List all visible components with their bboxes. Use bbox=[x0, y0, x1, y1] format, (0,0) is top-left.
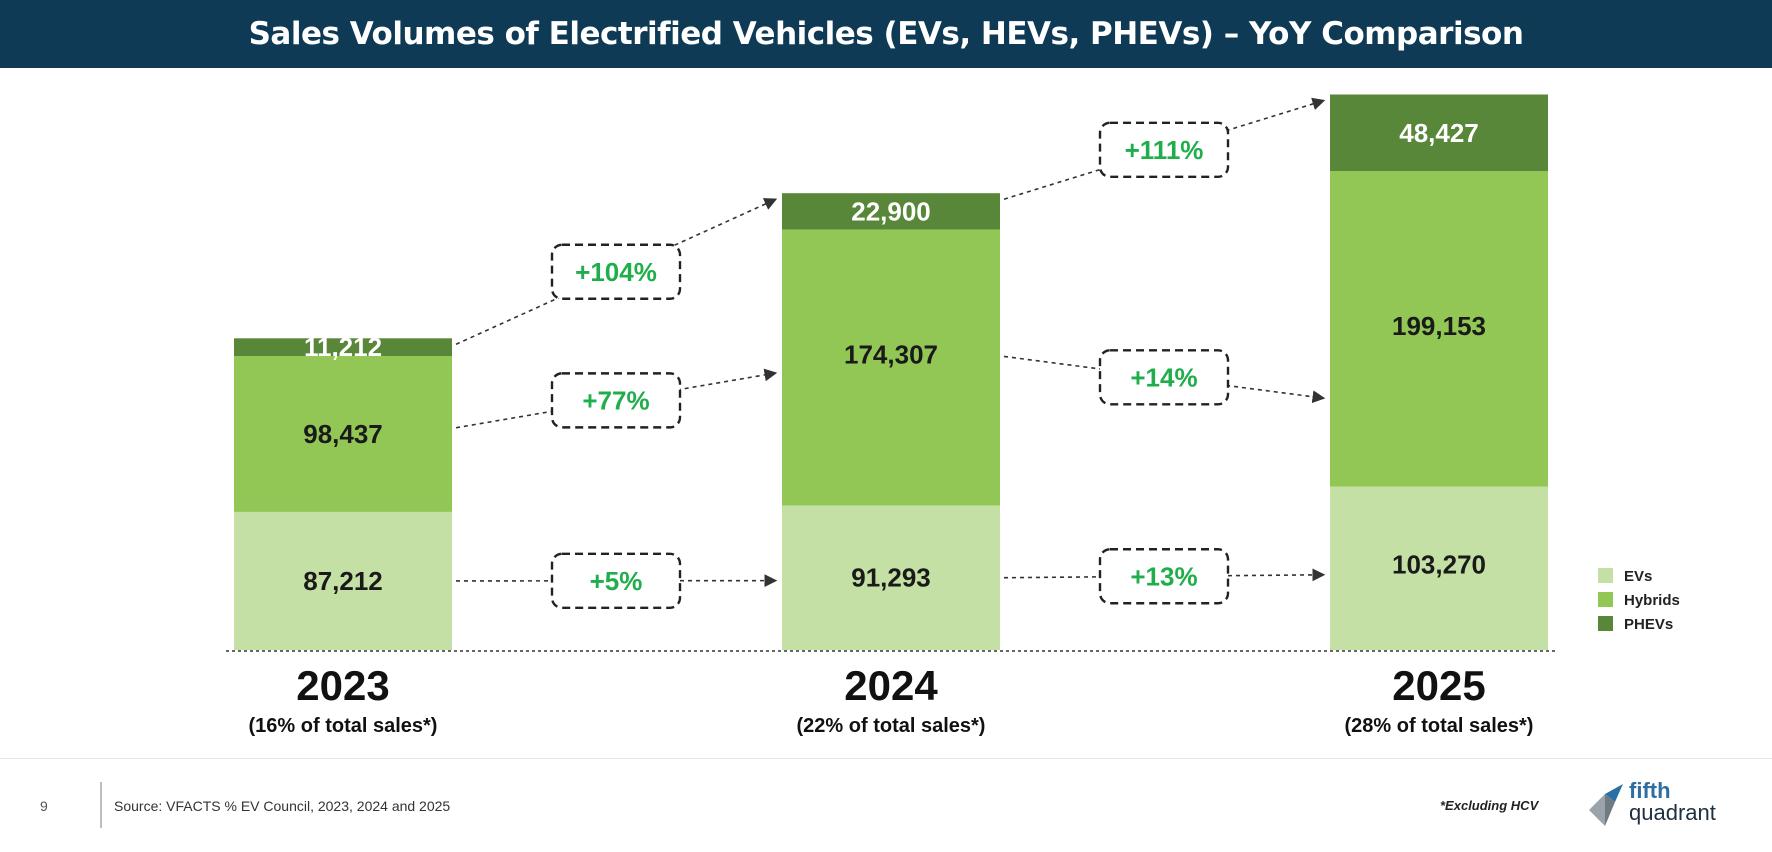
bar-hybrids-2024 bbox=[782, 229, 1000, 506]
growth-box-hybrids-2 bbox=[1098, 349, 1230, 406]
value-label-hybrids-2025: 199,153 bbox=[1392, 311, 1486, 341]
growth-label-evs-2: +13% bbox=[1130, 561, 1197, 591]
fifth-quadrant-logo: fifth quadrant bbox=[1585, 780, 1755, 836]
footer-divider bbox=[0, 758, 1772, 759]
bar-hybrids-2025 bbox=[1330, 171, 1548, 487]
bar-phevs-2025 bbox=[1330, 94, 1548, 172]
legend-swatch-evs bbox=[1598, 568, 1613, 583]
stacked-bar-chart: 87,212 91,293 103,270 98,437 174,307 199,153 1… bbox=[226, 94, 1680, 737]
value-label-phevs-2024: 22,900 bbox=[851, 196, 931, 226]
bar-evs-2023 bbox=[234, 511, 452, 650]
legend-swatch-hybrids bbox=[1598, 592, 1613, 607]
category-label-2023: 2023 bbox=[296, 662, 389, 709]
chart-title: Sales Volumes of Electrified Vehicles (E… bbox=[248, 16, 1524, 52]
bar-phevs-2023 bbox=[234, 338, 452, 357]
bar-hybrids-2023 bbox=[234, 356, 452, 512]
category-sublabel-2023: (16% of total sales*) bbox=[249, 715, 438, 737]
growth-label-hybrids-1: +77% bbox=[582, 385, 649, 415]
footer-separator bbox=[100, 782, 102, 828]
growth-label-phevs-2: +111% bbox=[1125, 135, 1204, 165]
bar-evs-2024 bbox=[782, 505, 1000, 650]
growth-arrow-phevs-1 bbox=[455, 198, 778, 346]
logo-mark-icon bbox=[1589, 784, 1623, 826]
growth-box-hybrids-1 bbox=[550, 372, 682, 429]
category-sublabel-2025: (28% of total sales*) bbox=[1345, 715, 1534, 737]
title-bar: Sales Volumes of Electrified Vehicles (E… bbox=[0, 0, 1772, 68]
bar-phevs-2024 bbox=[782, 193, 1000, 230]
growth-box-phevs-2 bbox=[1098, 121, 1230, 179]
legend-label-hybrids: Hybrids bbox=[1624, 592, 1680, 609]
bar-evs-2025 bbox=[1330, 486, 1548, 650]
legend-swatch-phevs bbox=[1598, 616, 1613, 631]
category-label-2025: 2025 bbox=[1392, 662, 1485, 709]
growth-label-phevs-1: +104% bbox=[575, 257, 657, 287]
growth-label-hybrids-2: +14% bbox=[1130, 362, 1197, 392]
value-label-evs-2023: 87,212 bbox=[303, 566, 383, 596]
category-label-2024: 2024 bbox=[844, 662, 938, 709]
growth-box-phevs-1 bbox=[550, 243, 682, 300]
value-label-phevs-2025: 48,427 bbox=[1399, 118, 1479, 148]
category-sublabel-2024: (22% of total sales*) bbox=[797, 715, 986, 737]
footnote: *Excluding HCV bbox=[1440, 798, 1539, 813]
value-label-evs-2025: 103,270 bbox=[1392, 549, 1486, 579]
source-note: Source: VFACTS % EV Council, 2023, 2024 … bbox=[114, 798, 451, 814]
value-label-hybrids-2023: 98,437 bbox=[303, 419, 383, 449]
legend-label-evs: EVs bbox=[1624, 568, 1652, 585]
growth-box-evs-1 bbox=[550, 552, 682, 609]
logo-line-2: quadrant bbox=[1629, 800, 1716, 825]
logo-line-1: fifth bbox=[1629, 778, 1671, 803]
growth-label-evs-1: +5% bbox=[590, 566, 643, 596]
growth-box-evs-2 bbox=[1098, 548, 1230, 605]
page-number: 9 bbox=[40, 798, 48, 814]
legend-label-phevs: PHEVs bbox=[1624, 616, 1673, 633]
value-label-hybrids-2024: 174,307 bbox=[844, 339, 938, 369]
value-label-evs-2024: 91,293 bbox=[851, 563, 931, 593]
value-label-phevs-2023: 11,212 bbox=[304, 332, 382, 362]
